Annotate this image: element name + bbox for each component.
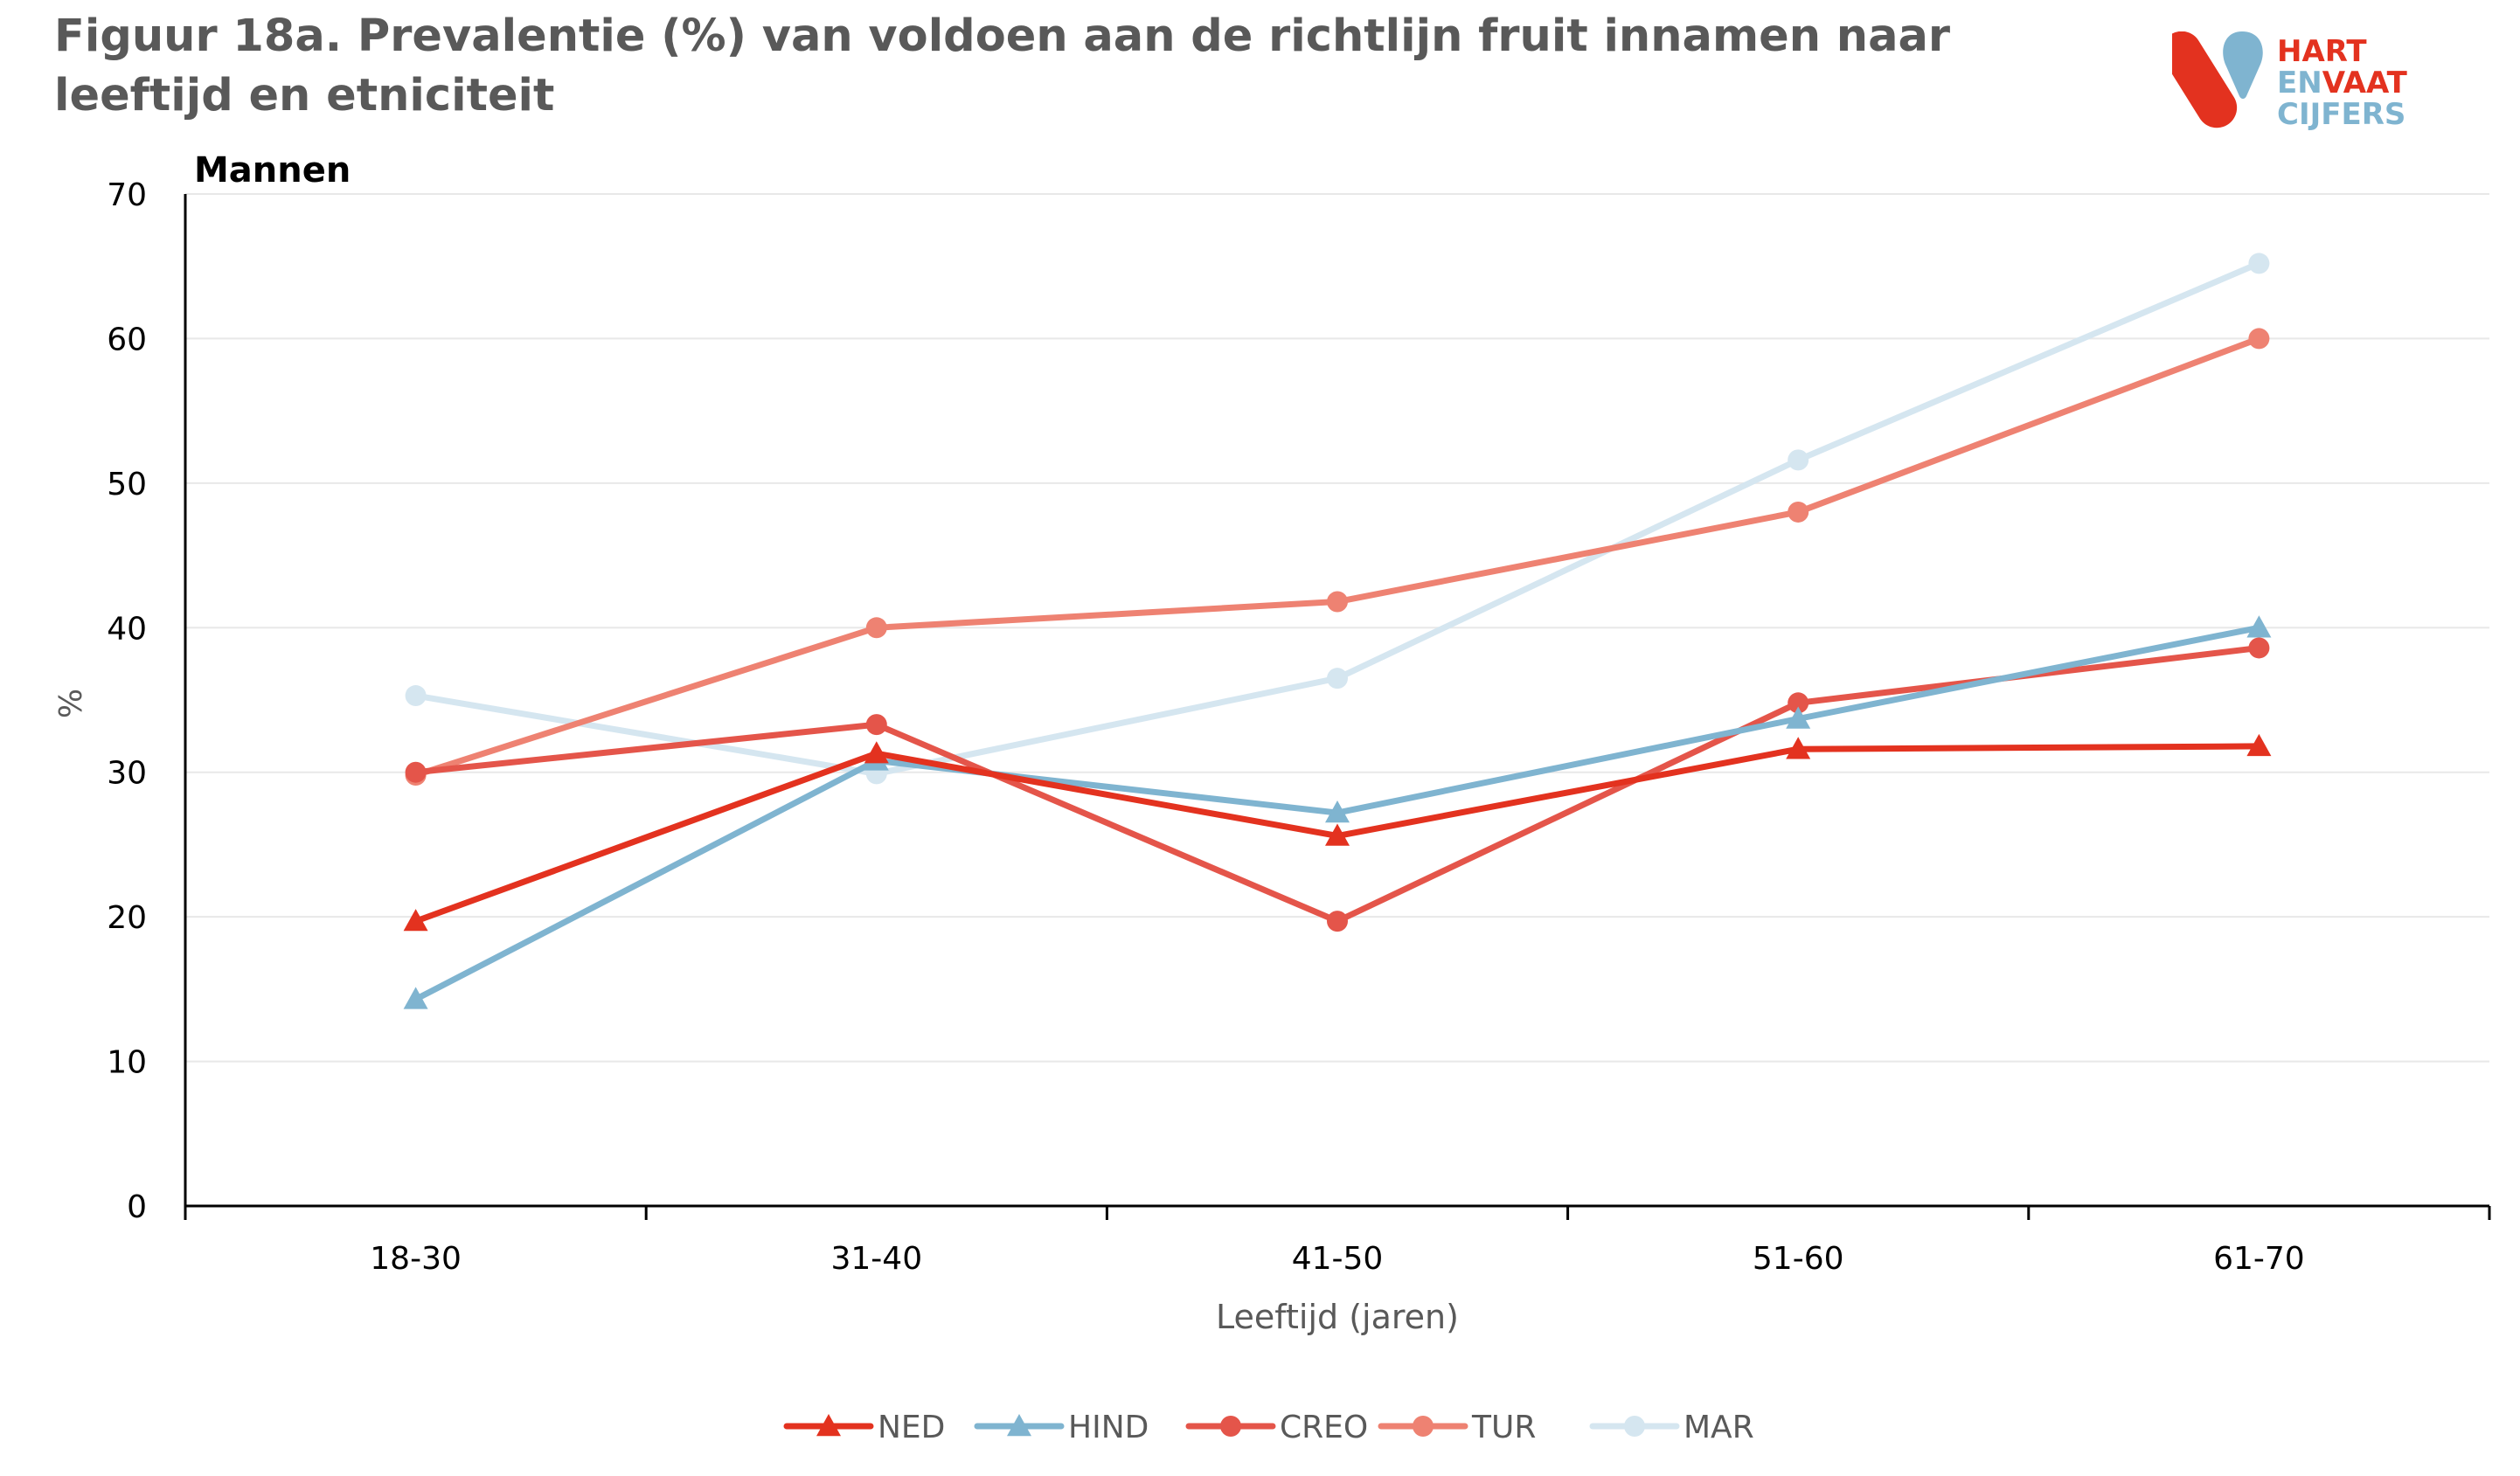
data-point (2248, 637, 2270, 659)
data-point (405, 685, 427, 707)
series-tur (405, 328, 2270, 787)
legend-item-ned: NED (783, 1410, 945, 1445)
legend-item-mar: MAR (1589, 1410, 1754, 1445)
chart-subtitle: Mannen (194, 150, 351, 191)
y-tick-labels: 0 10 20 30 40 50 60 70 (107, 177, 147, 1225)
data-point (2246, 615, 2272, 638)
x-tick-label: 61-70 (2213, 1241, 2305, 1277)
legend-marker (1220, 1416, 1241, 1437)
data-point (1327, 591, 1348, 613)
legend-item-creo: CREO (1185, 1410, 1368, 1445)
x-tick-label: 31-40 (830, 1241, 922, 1277)
legend-label: TUR (1471, 1410, 1536, 1445)
data-point (1788, 501, 1809, 523)
legend-item-tur: TUR (1378, 1410, 1536, 1445)
series-creo (405, 637, 2270, 932)
data-point (403, 987, 428, 1009)
data-point (2248, 253, 2270, 274)
y-tick-label: 30 (107, 756, 147, 792)
data-point (865, 714, 887, 736)
legend-label: CREO (1280, 1410, 1368, 1445)
y-tick-label: 50 (107, 467, 147, 502)
data-point (1786, 737, 1811, 759)
logo-text-cijfers: CIJFERS (2277, 97, 2405, 132)
x-tick-labels: 18-30 31-40 41-50 51-60 61-70 (370, 1241, 2304, 1277)
data-point (403, 909, 428, 932)
logo-text-envaat: ENVAAT (2277, 66, 2408, 100)
data-point (1786, 706, 1811, 729)
y-tick-label: 20 (107, 900, 147, 936)
y-tick-label: 40 (107, 611, 147, 647)
y-tick-label: 60 (107, 322, 147, 357)
series-hind (403, 615, 2272, 1009)
data-point (1327, 668, 1348, 689)
series-ned (403, 733, 2272, 932)
logo-red-bar (2172, 31, 2238, 128)
data-point (1788, 692, 1809, 714)
chart-title: Figuur 18a. Prevalentie (%) van voldoen … (54, 10, 1951, 121)
legend-marker (1413, 1416, 1434, 1437)
x-tick-label: 51-60 (1753, 1241, 1844, 1277)
legend-marker (816, 1414, 841, 1437)
legend-label: MAR (1683, 1410, 1754, 1445)
data-point (1325, 823, 1350, 846)
data-point (2248, 328, 2270, 350)
x-tick-label: 41-50 (1292, 1241, 1384, 1277)
y-tick-label: 70 (107, 177, 147, 213)
data-point (405, 761, 427, 783)
legend: NED HIND CREO TUR MAR (783, 1410, 1754, 1445)
legend-marker (1624, 1416, 1645, 1437)
data-point (865, 617, 887, 639)
legend-item-hind: HIND (974, 1410, 1149, 1445)
data-point (2246, 733, 2272, 757)
logo-text-en: EN (2277, 66, 2322, 100)
data-point (1325, 800, 1350, 823)
x-tick-label: 18-30 (370, 1241, 462, 1277)
legend-marker (1007, 1414, 1031, 1437)
data-point (864, 741, 889, 764)
logo-text-vaat: VAAT (2322, 66, 2408, 100)
legend-label: NED (878, 1410, 945, 1445)
series-group (403, 253, 2272, 1009)
y-tick-label: 10 (107, 1045, 147, 1081)
data-point (1327, 911, 1348, 932)
series-line (413, 335, 2262, 779)
legend-label: HIND (1068, 1410, 1149, 1445)
x-axis-label: Leeftijd (jaren) (1216, 1298, 1459, 1336)
logo-blue-drop (2223, 31, 2263, 99)
data-point (1788, 449, 1809, 471)
y-axis-label: % (53, 689, 89, 718)
logo-text-hart: HART (2277, 34, 2367, 69)
y-tick-label: 0 (127, 1189, 147, 1225)
series-mar (405, 253, 2270, 785)
axes (184, 194, 2491, 1220)
series-line (413, 260, 2262, 777)
hart-en-vaat-cijfers-logo: HART ENVAAT CIJFERS (2172, 31, 2408, 132)
